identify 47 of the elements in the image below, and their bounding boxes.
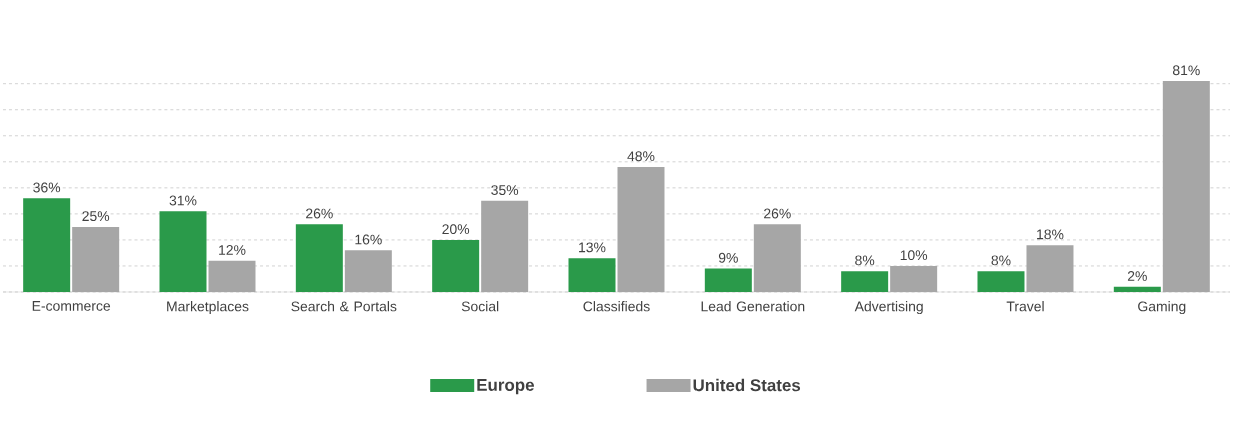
data-label: 36%: [33, 182, 61, 193]
x-tick-label: Social: [461, 301, 499, 312]
bar: [432, 239, 480, 292]
bar: [344, 250, 392, 292]
bar: [753, 224, 801, 292]
bar: [1113, 286, 1161, 292]
data-label: 12%: [219, 245, 246, 255]
data-label: 8%: [991, 255, 1011, 266]
bar: [890, 265, 938, 292]
data-label: 10%: [900, 250, 928, 261]
bar: [704, 268, 752, 292]
data-label: 9%: [718, 252, 738, 263]
data-label: 13%: [579, 242, 606, 253]
x-tick-label: Search & Portals: [291, 301, 397, 312]
bar: [841, 271, 889, 292]
data-label: 2%: [1127, 271, 1147, 281]
data-label: 31%: [169, 195, 197, 206]
x-tick-label: Lead Generation: [701, 301, 805, 312]
bar: [159, 211, 207, 292]
x-tick-label: Advertising: [854, 301, 923, 315]
legend-label: United States: [693, 378, 801, 392]
bar: [295, 224, 343, 292]
x-tick-label: Marketplaces: [167, 301, 249, 315]
bar: [72, 226, 120, 292]
data-label: 16%: [355, 234, 382, 245]
data-label: 26%: [306, 208, 333, 219]
data-label: 81%: [1172, 65, 1200, 76]
bar: [481, 200, 529, 292]
data-label: 25%: [82, 211, 110, 222]
data-label: 35%: [491, 185, 519, 196]
x-tick-label: Classifieds: [583, 301, 650, 312]
data-label: 8%: [855, 255, 875, 266]
bar: [23, 198, 71, 292]
bar: [1162, 81, 1210, 292]
data-label: 20%: [442, 224, 470, 235]
x-tick-label: Travel: [1006, 301, 1044, 312]
bar: [977, 271, 1025, 292]
bar: [208, 260, 256, 292]
bar: [1026, 245, 1074, 292]
bar: [617, 167, 665, 292]
data-label: 26%: [764, 208, 791, 219]
data-label: 18%: [1037, 229, 1064, 240]
bar: [568, 258, 616, 292]
x-tick-label: E-commerce: [32, 301, 111, 311]
legend-label: Europe: [477, 379, 534, 395]
data-label: 48%: [627, 151, 655, 162]
x-tick-label: Gaming: [1138, 301, 1186, 315]
